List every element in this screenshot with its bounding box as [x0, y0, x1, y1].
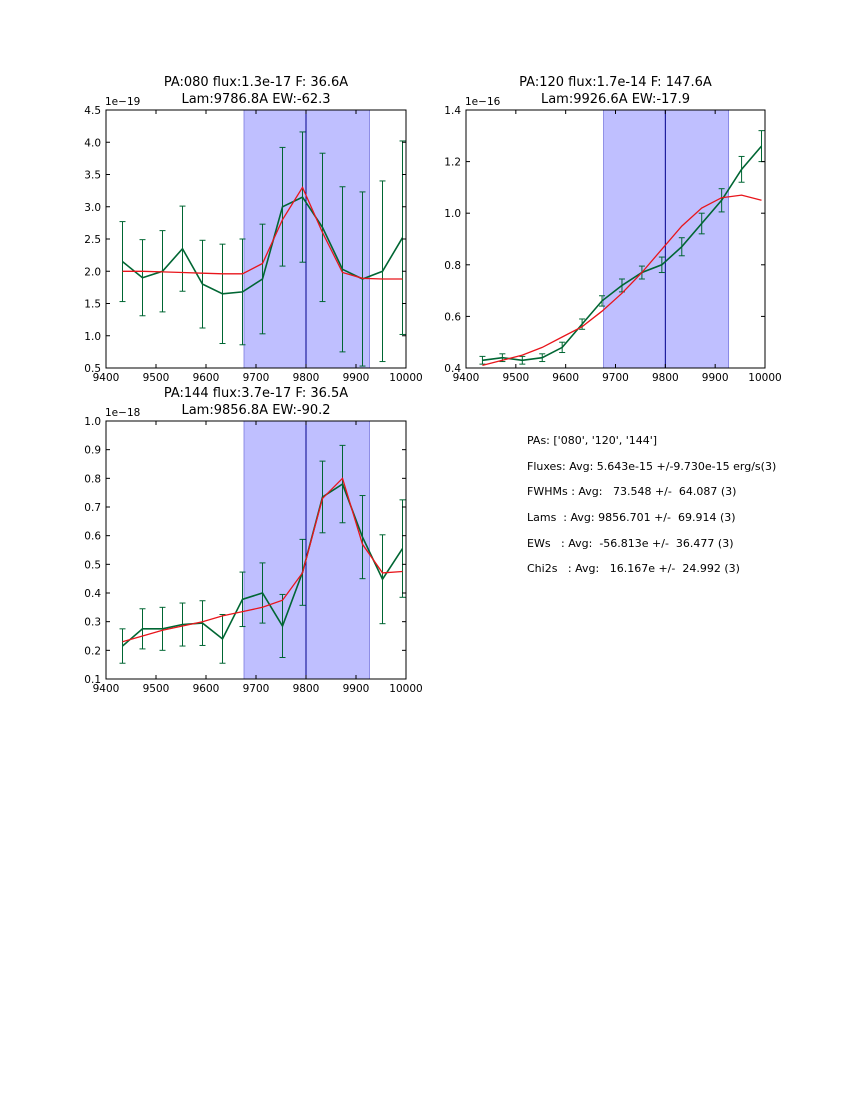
- chart-title-line: Lam:9786.8A EW:-62.3: [181, 92, 330, 107]
- series-line-data: [121, 482, 404, 647]
- y-tick-label: 1.0: [444, 208, 461, 220]
- highlight-span: [603, 109, 730, 369]
- y-tick-label: 0.3: [84, 617, 101, 629]
- y-offset-label: 1e−18: [105, 407, 140, 419]
- highlight-span: [243, 420, 370, 680]
- y-tick-label: 1.0: [84, 416, 101, 428]
- y-tick-label: 0.6: [444, 311, 461, 323]
- y-offset-label: 1e−16: [465, 96, 501, 108]
- y-tick-label: 0.4: [84, 588, 101, 600]
- chart-title-line: PA:120 flux:1.7e-14 F: 147.6A: [519, 75, 712, 90]
- x-tick-label: 9600: [193, 372, 220, 384]
- x-tick-label: 9500: [143, 372, 170, 384]
- y-tick-label: 0.6: [84, 531, 101, 543]
- plot-area: [479, 130, 765, 367]
- y-tick-label: 2.0: [84, 266, 101, 278]
- x-tick-label: 9700: [243, 372, 270, 384]
- y-tick-label: 1.2: [444, 157, 461, 169]
- x-tick-label: 9400: [93, 372, 120, 384]
- series-line-fit: [122, 477, 403, 643]
- chart-title-line: Lam:9856.8A EW:-90.2: [181, 403, 330, 418]
- x-tick-label: 9400: [93, 683, 120, 695]
- series-line-fit: [122, 186, 403, 280]
- x-tick-label: 10000: [389, 372, 422, 384]
- x-tick-label: 9900: [343, 372, 370, 384]
- x-tick-label: 9700: [243, 683, 270, 695]
- x-tick-label: 10000: [389, 683, 422, 695]
- series-line-data: [482, 145, 763, 362]
- y-tick-label: 2.5: [84, 234, 101, 246]
- x-tick-label: 9900: [343, 683, 370, 695]
- chart-panel-2: 9400 9500 9600 9700 9800 9900 10000 0.4 0.6 0.8 1.…: [444, 75, 781, 384]
- y-tick-label: 0.7: [84, 502, 101, 514]
- x-tick-label: 9700: [602, 372, 629, 384]
- series-line-fit: [482, 194, 762, 367]
- y-tick-label: 0.1: [84, 674, 101, 686]
- y-tick-label: 1.5: [84, 299, 101, 311]
- x-tick-label: 9800: [293, 372, 320, 384]
- x-tick-label: 9500: [502, 372, 529, 384]
- chart-panel-3: 9400 9500 9600 9700 9800 9900 10000 0.1 0.2 0.3 0.…: [84, 386, 422, 695]
- y-tick-label: 3.0: [84, 202, 101, 214]
- x-tick-label: 9600: [552, 372, 579, 384]
- y-tick-label: 0.5: [84, 363, 101, 375]
- summary-fluxes: Fluxes: Avg: 5.643e-15 +/-9.730e-15 erg/…: [527, 459, 777, 473]
- x-tick-label: 9500: [143, 683, 170, 695]
- summary-pas: PAs: ['080', '120', '144']: [527, 434, 658, 447]
- chart-panel-1: 9400 9500 9600 9700 9800 9900 10000 0.5 1.0 1.5 2.…: [84, 75, 422, 384]
- x-tick-label: 9800: [652, 372, 679, 384]
- x-tick-label: 9900: [702, 372, 729, 384]
- x-tick-label: 9600: [193, 683, 220, 695]
- summary-chi2s: Chi2s : Avg: 16.167e +/- 24.992 (3): [527, 562, 740, 576]
- chart-title-line: PA:080 flux:1.3e-17 F: 36.6A: [164, 75, 348, 90]
- chart-title-line: PA:144 flux:3.7e-17 F: 36.5A: [164, 386, 348, 401]
- plot-area: [119, 131, 406, 367]
- highlight-span: [243, 109, 370, 369]
- y-tick-label: 0.5: [84, 559, 101, 571]
- y-tick-label: 1.0: [84, 331, 101, 343]
- y-tick-label: 0.8: [84, 473, 101, 485]
- y-tick-label: 4.5: [84, 105, 101, 117]
- summary-ews: EWs : Avg: -56.813e +/- 36.477 (3): [527, 536, 734, 550]
- chart-title-line: Lam:9926.6A EW:-17.9: [541, 92, 690, 107]
- y-tick-label: 1.4: [444, 105, 461, 117]
- y-offset-label: 1e−19: [105, 96, 140, 108]
- y-tick-label: 3.5: [84, 170, 101, 182]
- y-tick-label: 0.8: [444, 260, 461, 272]
- y-tick-label: 0.2: [84, 645, 101, 657]
- summary-fwhms: FWHMs : Avg: 73.548 +/- 64.087 (3): [527, 485, 737, 499]
- y-tick-label: 0.9: [84, 445, 101, 457]
- y-tick-label: 0.4: [444, 363, 461, 375]
- x-tick-label: 9800: [293, 683, 320, 695]
- summary-lams: Lams : Avg: 9856.701 +/- 69.914 (3): [527, 511, 736, 525]
- summary-panel: PAs: ['080', '120', '144'] Fluxes: Avg: …: [527, 430, 776, 584]
- y-tick-label: 4.0: [84, 137, 101, 149]
- x-tick-label: 10000: [748, 372, 781, 384]
- x-tick-label: 9400: [453, 372, 480, 384]
- plot-area: [119, 444, 406, 664]
